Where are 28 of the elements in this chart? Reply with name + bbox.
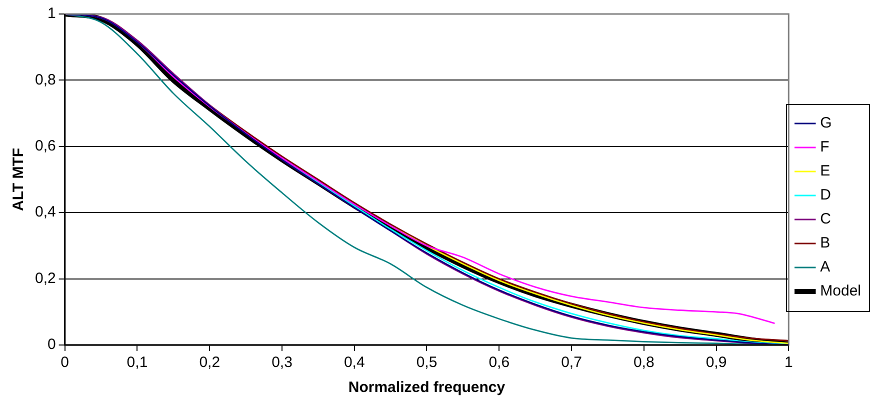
x-tick-label: 0,7 <box>561 354 582 372</box>
line-series <box>390 225 789 344</box>
x-tick-label: 1 <box>784 354 793 372</box>
legend-label: E <box>820 162 830 180</box>
x-tick-label: 0,6 <box>488 354 510 372</box>
x-tick-label: 0,9 <box>706 354 727 372</box>
y-tick-label: 0,6 <box>34 138 56 155</box>
y-tick-label: 0,4 <box>34 204 56 221</box>
x-tick-label: 0,2 <box>199 354 220 372</box>
y-tick-label: 0,2 <box>34 270 56 287</box>
legend-label: Model <box>820 282 862 300</box>
legend-label: C <box>820 210 832 228</box>
legend-label: F <box>820 138 830 156</box>
x-tick-label: 0,4 <box>344 354 365 372</box>
legend-label: G <box>820 114 832 132</box>
y-tick-label: 0,8 <box>34 71 56 88</box>
x-tick-label: 0,1 <box>126 354 148 372</box>
y-tick-label: 0 <box>48 336 56 354</box>
x-tick-label: 0 <box>60 354 70 372</box>
y-tick-label: 1 <box>48 5 56 22</box>
legend-label: A <box>820 258 830 276</box>
x-tick-label: 0,5 <box>416 354 438 372</box>
legend-label: D <box>820 186 832 204</box>
y-axis-title: ALT MTF <box>10 148 28 212</box>
x-axis-title: Normalized frequency <box>348 379 506 396</box>
legend-label: B <box>820 234 830 252</box>
x-tick-label: 0,8 <box>633 354 654 372</box>
x-tick-label: 0,3 <box>272 354 292 372</box>
